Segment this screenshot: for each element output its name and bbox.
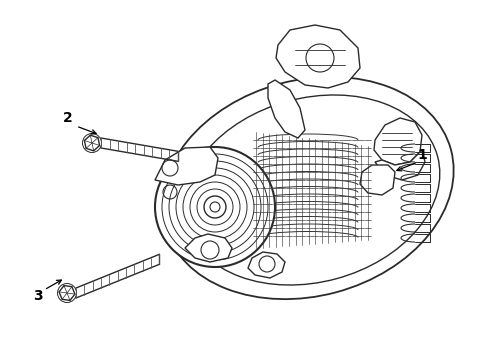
Text: 3: 3 [33, 289, 43, 303]
Polygon shape [268, 80, 305, 138]
Circle shape [155, 147, 275, 267]
Polygon shape [185, 234, 232, 262]
Polygon shape [276, 25, 360, 88]
Polygon shape [155, 147, 218, 185]
Ellipse shape [162, 77, 454, 299]
Polygon shape [375, 150, 425, 180]
Text: 1: 1 [417, 148, 427, 162]
Polygon shape [248, 252, 285, 278]
Polygon shape [374, 118, 422, 165]
Polygon shape [360, 165, 395, 195]
Text: 2: 2 [63, 111, 73, 125]
